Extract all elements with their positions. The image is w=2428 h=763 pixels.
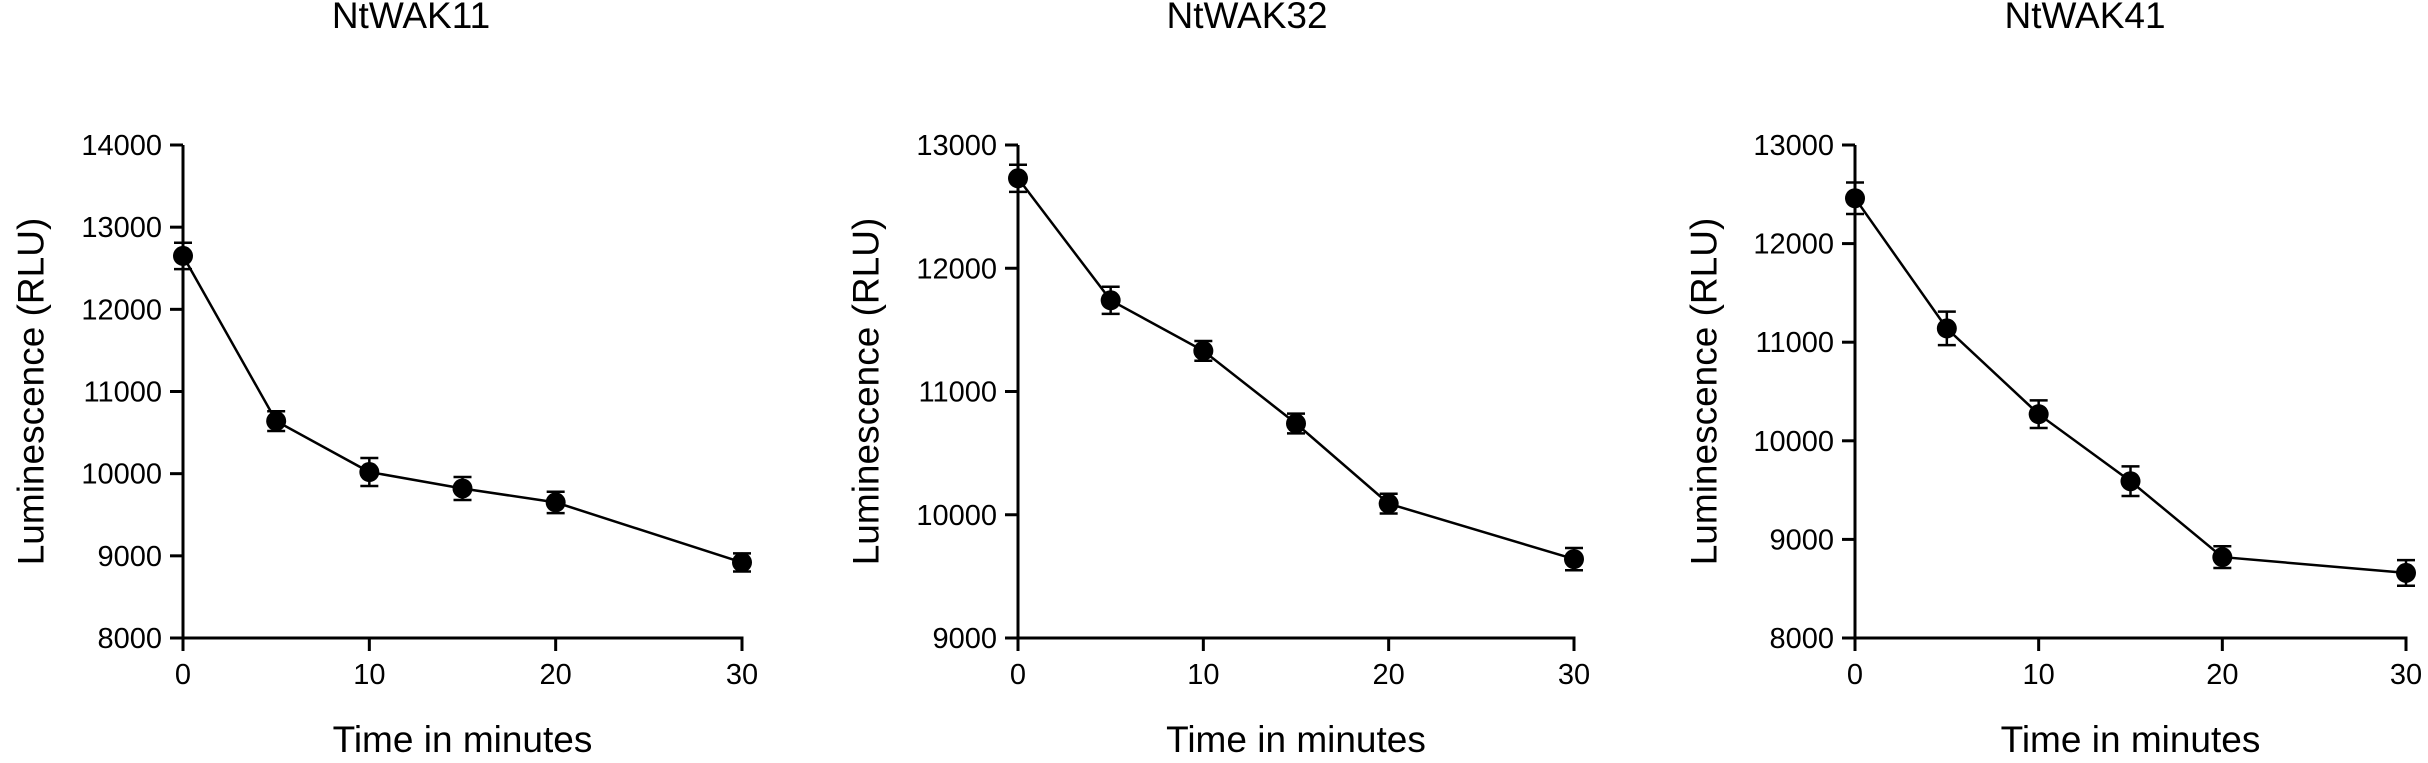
data-point: [2120, 471, 2141, 492]
y-tick-label: 11000: [919, 377, 998, 409]
chart-title: NtWAK11: [332, 0, 490, 36]
data-point: [1008, 168, 1028, 189]
y-tick-label: 11000: [84, 377, 163, 409]
data-point: [1100, 290, 1121, 311]
y-tick-label: 12000: [916, 253, 997, 285]
x-tick-label: 30: [1558, 659, 1590, 691]
x-tick-label: 10: [353, 659, 385, 691]
data-point: [1936, 318, 1957, 339]
data-point: [732, 552, 752, 573]
data-point: [2212, 547, 2233, 568]
x-tick-label: 20: [1373, 659, 1405, 691]
data-point: [1286, 413, 1306, 434]
data-point: [2396, 562, 2416, 583]
series-line: [1853, 197, 2407, 575]
y-tick-label: 12000: [1753, 229, 1834, 261]
y-tick-label: 13000: [81, 212, 162, 244]
series-line: [1017, 177, 1575, 561]
data-point: [2028, 404, 2049, 425]
x-tick-label: 20: [2206, 659, 2238, 691]
data-point: [545, 492, 566, 513]
chart-panel-3: NtWAK41 8000 9000 10000 11000 12000 13000 0 10 20…: [1683, 0, 2422, 760]
y-tick-label: 9000: [97, 541, 162, 573]
data-point: [173, 245, 193, 266]
y-tick-label: 10000: [916, 500, 997, 532]
y-tick-label: 8000: [97, 623, 162, 655]
data-point: [1845, 188, 1865, 209]
y-tick-label: 9000: [1769, 524, 1834, 556]
series-line: [181, 255, 743, 564]
x-tick-label: 0: [1847, 659, 1863, 691]
y-tick-label: 8000: [1769, 623, 1834, 655]
data-point: [266, 411, 287, 432]
y-tick-label: 11000: [1756, 327, 1835, 359]
data-point: [1378, 493, 1399, 514]
y-tick-label: 14000: [81, 130, 162, 162]
chart-title: NtWAK32: [1166, 0, 1327, 36]
x-tick-label: 30: [2390, 659, 2422, 691]
data-point: [359, 462, 380, 483]
y-axis-title: Luminescence (RLU): [1683, 218, 1724, 566]
chart-title: NtWAK41: [2004, 0, 2165, 36]
y-tick-label: 13000: [1753, 130, 1834, 162]
x-tick-label: 20: [540, 659, 572, 691]
data-point: [1193, 340, 1214, 361]
x-tick-label: 30: [726, 659, 758, 691]
y-tick-label: 9000: [932, 623, 997, 655]
chart-panel-2: NtWAK32 9000 10000 11000 12000 13000 0 10 20 30 Ti…: [845, 0, 1590, 760]
x-axis-title: Time in minutes: [1166, 719, 1426, 760]
x-axis-title: Time in minutes: [2001, 719, 2261, 760]
data-point: [1564, 549, 1584, 570]
x-tick-label: 0: [1010, 659, 1026, 691]
y-tick-label: 10000: [81, 459, 162, 491]
y-axis-title: Luminescence (RLU): [845, 218, 886, 566]
x-axis-title: Time in minutes: [333, 719, 593, 760]
y-tick-label: 10000: [1753, 426, 1834, 458]
y-tick-label: 13000: [916, 130, 997, 162]
x-tick-label: 10: [1187, 659, 1219, 691]
y-axis-title: Luminescence (RLU): [10, 218, 51, 566]
y-tick-label: 12000: [81, 294, 162, 326]
chart-panel-1: NtWAK11 8000 9000 10000 11000 12000 13000 14000…: [10, 0, 758, 760]
x-tick-label: 10: [2023, 659, 2055, 691]
data-point: [452, 478, 473, 499]
x-tick-label: 0: [175, 659, 191, 691]
